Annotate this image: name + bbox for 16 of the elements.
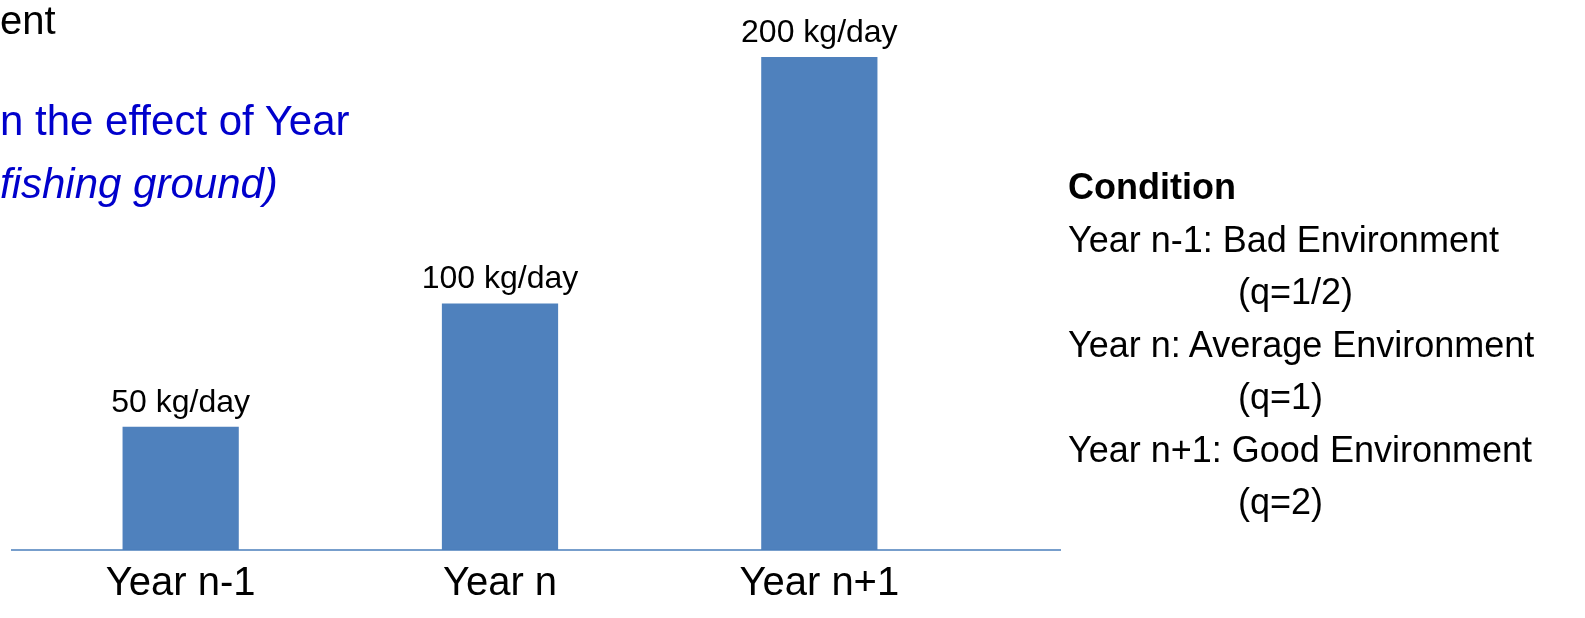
text: Year n: Average Environment [1068,322,1535,367]
text: Year n+1: Good Environment [1068,427,1533,472]
data-label: 100 kg/day [421,259,579,296]
text: (q=1/2) [1237,270,1355,314]
x-tick-label: Year n [442,559,558,604]
annotation: n the effect of Year [0,97,350,145]
data-label: 200 kg/day [741,12,898,49]
annotation: fishing ground) [0,160,278,208]
x-tick-label: Year n-1 [105,559,256,604]
text: (q=1) [1237,375,1325,419]
text: Year n-1: Bad Environment [1068,217,1500,262]
data-label: 50 kg/day [111,382,251,419]
text: Condition [1068,165,1237,209]
text: (q=2) [1237,480,1325,524]
text: ent [0,0,56,42]
x-tick-label: Year n+1 [739,559,900,604]
